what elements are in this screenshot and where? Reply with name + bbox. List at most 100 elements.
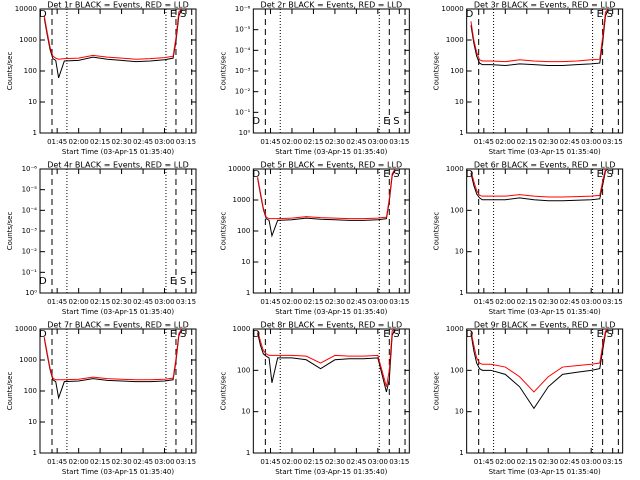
- annotation: S: [393, 169, 399, 180]
- x-tick-label: 02:00: [282, 138, 302, 146]
- panel: Det 5r BLACK = Events, RED = LLD Counts/s…: [219, 161, 410, 316]
- y-tick-label: 10⁻²: [235, 88, 251, 96]
- annotation: S: [180, 329, 186, 340]
- annotation: D: [252, 169, 260, 180]
- annotation: E: [383, 329, 389, 340]
- x-tick-label: 02:45: [133, 458, 153, 466]
- panel: Det 8r BLACK = Events, RED = LLD Counts/s…: [219, 321, 410, 476]
- x-tick-label: 03:00: [368, 458, 388, 466]
- annotation: E: [597, 169, 603, 180]
- x-tick-label: 01:45: [260, 458, 280, 466]
- panel-title: Det 6r BLACK = Events, RED = LLD: [474, 161, 616, 170]
- panel: Det 1r BLACK = Events, RED = LLD Counts/s…: [6, 1, 197, 156]
- data-line: [470, 329, 609, 410]
- panel-title: Det 7r BLACK = Events, RED = LLD: [47, 321, 189, 330]
- y-tick-label: 100: [450, 67, 463, 75]
- y-tick-label: 100: [237, 227, 250, 235]
- x-axis-label: Start Time (03-Apr-15 01:35:40): [275, 468, 387, 476]
- x-tick-label: 03:00: [154, 298, 174, 306]
- panel: Det 9r BLACK = Events, RED = LLD Counts/s…: [433, 321, 624, 476]
- plot-frame: [252, 328, 410, 454]
- x-tick-label: 01:45: [260, 298, 280, 306]
- y-axis-label: Counts/sec: [219, 212, 227, 251]
- x-axis-label: Start Time (03-Apr-15 01:35:40): [62, 148, 174, 156]
- x-axis-label: Start Time (03-Apr-15 01:35:40): [62, 308, 174, 316]
- y-tick-label: 1: [459, 129, 463, 137]
- y-tick-label: 10⁻³: [235, 67, 251, 75]
- x-axis-label: Start Time (03-Apr-15 01:35:40): [489, 308, 601, 316]
- x-tick-label: 02:15: [90, 298, 110, 306]
- x-tick-label: 01:45: [47, 458, 67, 466]
- x-tick-label: 02:30: [538, 458, 558, 466]
- x-tick-label: 02:45: [133, 298, 153, 306]
- annotation: S: [180, 276, 186, 287]
- y-tick-label: 10000: [441, 5, 463, 13]
- annotation: E: [597, 329, 603, 340]
- x-tick-label: 02:00: [282, 298, 302, 306]
- x-tick-label: 03:00: [368, 298, 388, 306]
- x-tick-label: 02:00: [495, 458, 515, 466]
- panel-title: Det 1r BLACK = Events, RED = LLD: [47, 1, 189, 10]
- x-tick-label: 02:00: [495, 138, 515, 146]
- annotation: D: [466, 9, 474, 20]
- x-tick-label: 02:00: [495, 298, 515, 306]
- x-tick-label: 02:45: [560, 458, 580, 466]
- y-tick-label: 10⁻⁵: [22, 186, 38, 194]
- y-tick-label: 10⁻¹: [235, 108, 251, 116]
- y-tick-label: 10⁻⁶: [235, 5, 251, 13]
- x-axis-label: Start Time (03-Apr-15 01:35:40): [275, 308, 387, 316]
- x-tick-label: 02:15: [517, 458, 537, 466]
- data-line: [257, 329, 396, 387]
- x-tick-label: 01:45: [474, 458, 494, 466]
- y-tick-label: 10: [455, 408, 464, 416]
- x-tick-label: 01:45: [474, 138, 494, 146]
- x-tick-label: 02:00: [69, 298, 89, 306]
- panel-title: Det 8r BLACK = Events, RED = LLD: [261, 321, 403, 330]
- y-tick-label: 10⁻¹: [22, 268, 38, 276]
- data-line: [43, 329, 183, 381]
- y-tick-label: 10: [241, 258, 250, 266]
- x-tick-label: 03:15: [176, 298, 196, 306]
- x-tick-label: 03:15: [389, 458, 409, 466]
- y-tick-label: 100: [24, 67, 37, 75]
- x-tick-label: 02:00: [282, 458, 302, 466]
- y-tick-label: 1000: [19, 36, 37, 44]
- x-tick-label: 02:30: [538, 298, 558, 306]
- y-tick-label: 1000: [446, 36, 464, 44]
- x-axis-label: Start Time (03-Apr-15 01:35:40): [489, 148, 601, 156]
- plot-frame: [466, 168, 624, 294]
- x-tick-label: 03:15: [389, 138, 409, 146]
- annotation: S: [607, 169, 613, 180]
- y-axis-label: Counts/sec: [6, 212, 14, 251]
- x-tick-label: 03:15: [176, 458, 196, 466]
- y-axis-label: Counts/sec: [433, 52, 441, 91]
- y-tick-label: 10⁻³: [22, 227, 38, 235]
- y-tick-label: 10: [455, 248, 464, 256]
- x-tick-label: 03:15: [603, 298, 623, 306]
- x-tick-label: 03:00: [581, 458, 601, 466]
- panel: Det 3r BLACK = Events, RED = LLD Counts/s…: [433, 1, 624, 156]
- y-tick-label: 10: [455, 98, 464, 106]
- x-axis-label: Start Time (03-Apr-15 01:35:40): [489, 468, 601, 476]
- annotation: D: [252, 116, 260, 127]
- data-line: [257, 329, 396, 393]
- annotation: E: [170, 329, 176, 340]
- y-tick-label: 10000: [15, 325, 37, 333]
- annotation: D: [252, 329, 260, 340]
- y-axis-label: Counts/sec: [219, 372, 227, 411]
- x-tick-label: 02:00: [69, 458, 89, 466]
- annotation: D: [39, 329, 47, 340]
- y-axis-label: Counts/sec: [433, 372, 441, 411]
- panel-title: Det 5r BLACK = Events, RED = LLD: [261, 161, 403, 170]
- y-tick-label: 10⁰: [239, 129, 251, 137]
- y-tick-label: 1: [246, 289, 250, 297]
- x-tick-label: 01:45: [260, 138, 280, 146]
- x-tick-label: 02:30: [325, 138, 345, 146]
- x-tick-label: 02:45: [346, 138, 366, 146]
- annotation: S: [607, 329, 613, 340]
- y-tick-label: 10⁻⁴: [22, 206, 38, 214]
- y-axis-label: Counts/sec: [6, 52, 14, 91]
- panel-title: Det 3r BLACK = Events, RED = LLD: [474, 1, 616, 10]
- x-tick-label: 01:45: [474, 298, 494, 306]
- data-line: [257, 169, 396, 220]
